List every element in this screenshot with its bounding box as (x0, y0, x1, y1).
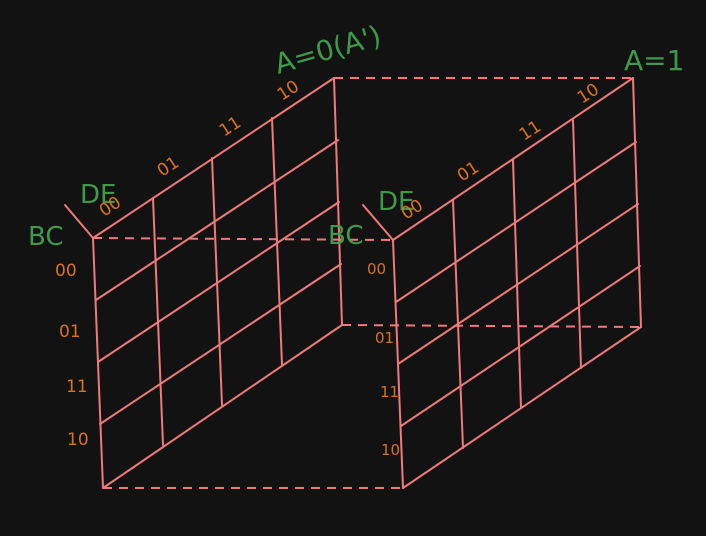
left-row-line (102, 324, 343, 489)
left-row-label: 10 (67, 430, 89, 450)
left-row-line (92, 77, 335, 239)
left-row-label: 01 (59, 322, 81, 342)
left-col-line (211, 157, 223, 406)
right-row-label: 00 (367, 260, 386, 278)
front-top-connector (92, 237, 394, 241)
right-col-line (572, 119, 582, 369)
left-row-label: 11 (66, 377, 88, 397)
right-row-line (402, 326, 642, 489)
left-col-line (333, 77, 343, 326)
right-bc-label: BC (328, 221, 364, 251)
right-corner-diagonal (362, 204, 394, 241)
left-kmap-grid (64, 77, 343, 489)
left-col-line (271, 117, 283, 366)
right-col-line (452, 199, 464, 449)
left-corner-diagonal (64, 204, 94, 239)
right-row-label: 01 (375, 329, 394, 347)
right-map-title: A=1 (624, 44, 684, 77)
right-kmap-grid (362, 77, 642, 489)
right-de-label: DE (378, 187, 414, 217)
left-col-line (152, 197, 164, 446)
right-row-line (400, 265, 641, 427)
right-col-label: 10 (574, 80, 603, 109)
right-row-label: 11 (380, 383, 399, 401)
back-bottom-connector (341, 324, 642, 328)
connector-edges (92, 77, 642, 489)
left-map-title: A=0(A') (271, 19, 385, 81)
left-de-label: DE (80, 180, 116, 210)
left-col-label: 01 (154, 153, 183, 182)
right-col-line (632, 77, 642, 328)
left-row-line (95, 139, 339, 301)
left-row-line (97, 201, 340, 363)
right-row-label: 10 (381, 441, 400, 459)
right-col-line (512, 159, 522, 409)
left-col-label: 11 (216, 113, 245, 142)
left-bc-label: BC (28, 222, 64, 252)
left-row-label: 00 (55, 261, 77, 281)
left-col-line (92, 237, 104, 489)
right-col-line (392, 239, 404, 489)
